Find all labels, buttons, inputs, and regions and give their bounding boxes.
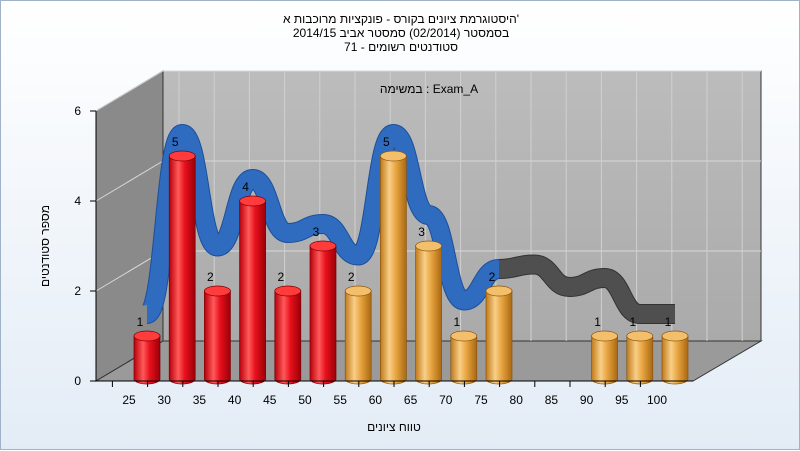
bar-cap: [204, 285, 231, 297]
x-tick-label: 90: [580, 393, 594, 407]
bar-value-label: 1: [137, 315, 144, 329]
bar-value-label: 1: [453, 315, 460, 329]
y-ticks: 0 2 4 6: [74, 104, 96, 388]
x-axis-title: טווח ציונים: [367, 420, 421, 434]
bar-60: 5: [380, 135, 407, 385]
y-tick-label: 2: [74, 284, 81, 298]
x-tick-label: 55: [334, 393, 348, 407]
x-ticks: 25 30 35 40 45 50 55 60 65 70 75 80 85 90 95 100: [111, 381, 667, 407]
y-tick-label: 0: [74, 374, 81, 388]
bar-body: [204, 290, 231, 385]
bar-body: [239, 200, 266, 385]
bars-group: 1 5 2 4 2 3 2 5 3 1 2 1 1 1: [133, 135, 689, 385]
y-tick-label: 6: [74, 104, 81, 118]
bar-body: [168, 155, 196, 385]
bar-75: 2: [485, 270, 513, 385]
bar-25: 1: [133, 315, 161, 385]
bar-value-label: 1: [594, 315, 601, 329]
bar-value-label: 2: [277, 270, 284, 284]
bar-35: 2: [204, 270, 231, 385]
bar-40: 4: [239, 180, 266, 385]
bar-95: 1: [626, 315, 654, 385]
bar-value-label: 1: [629, 315, 636, 329]
bar-value-label: 2: [348, 270, 355, 284]
grid-line-side: [95, 160, 164, 202]
bar-value-label: 5: [172, 135, 179, 149]
x-tick-label: 80: [510, 393, 524, 407]
bar-70: 1: [450, 315, 478, 385]
x-tick-label: 25: [122, 393, 136, 407]
bar-65: 3: [415, 225, 442, 385]
bar-value-label: 4: [242, 180, 249, 194]
bar-cap: [274, 285, 302, 297]
bar-body: [415, 245, 442, 385]
bar-55: 2: [344, 270, 372, 385]
x-tick-label: 40: [228, 393, 242, 407]
bar-value-label: 2: [489, 270, 496, 284]
grid-line-side: [95, 70, 164, 112]
bar-cap: [380, 150, 407, 162]
x-tick-label: 35: [193, 393, 207, 407]
x-tick-label: 100: [647, 393, 667, 407]
bar-body: [309, 245, 337, 385]
x-tick-label: 60: [369, 393, 383, 407]
bar-value-label: 2: [207, 270, 214, 284]
bar-cap: [309, 240, 337, 252]
bar-body: [661, 335, 689, 385]
bar-cap: [450, 330, 478, 342]
bar-body: [591, 335, 618, 385]
bar-cap: [626, 330, 654, 342]
chart-title-line-3: סטודנטים רשומים - 71: [344, 40, 458, 54]
bar-30: 5: [168, 135, 196, 385]
x-tick-label: 85: [545, 393, 559, 407]
bar-cap: [485, 285, 513, 297]
bar-body: [344, 290, 372, 385]
bar-cap: [344, 285, 372, 297]
chart-title-line-1: היסטוגרמת ציונים בקורס - פונקציות מרוכבו…: [283, 12, 519, 26]
x-tick-label: 30: [158, 393, 172, 407]
chart-subtitle: במשימה : Exam_A: [380, 82, 478, 96]
bar-100: 1: [661, 315, 689, 385]
bar-value-label: 5: [383, 135, 390, 149]
y-tick-label: 4: [74, 194, 81, 208]
bar-body: [380, 155, 407, 385]
bar-90: 1: [591, 315, 618, 385]
bar-50: 3: [309, 225, 337, 385]
bar-value-label: 3: [313, 225, 320, 239]
bar-cap: [168, 150, 196, 162]
bar-cap: [415, 240, 442, 252]
bar-body: [133, 335, 161, 385]
bar-body: [274, 290, 302, 385]
bar-45: 2: [274, 270, 302, 385]
x-tick-label: 70: [439, 393, 453, 407]
grid-lines: [95, 70, 761, 341]
x-tick-label: 75: [474, 393, 488, 407]
x-tick-label: 50: [298, 393, 312, 407]
bar-value-label: 1: [665, 315, 672, 329]
chart-title-line-2: בסמסטר (02/2014) סמסטר אביב 2014/15: [293, 26, 509, 40]
bar-body: [626, 335, 654, 385]
bar-cap: [591, 330, 618, 342]
bar-value-label: 3: [418, 225, 425, 239]
curve-ribbon-tail: [498, 255, 675, 323]
bar-cap: [133, 330, 161, 342]
x-tick-label: 45: [263, 393, 277, 407]
bar-cap: [661, 330, 689, 342]
x-tick-label: 95: [615, 393, 629, 407]
y-axis-title: מספר סטודנטים: [38, 205, 52, 287]
bar-cap: [239, 195, 266, 207]
bar-body: [485, 290, 513, 385]
bar-body: [450, 335, 478, 385]
x-tick-label: 65: [404, 393, 418, 407]
